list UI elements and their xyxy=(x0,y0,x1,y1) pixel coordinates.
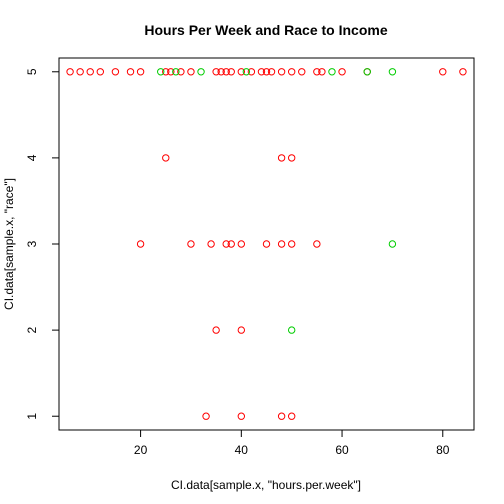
data-point-red xyxy=(111,68,120,76)
data-point-red xyxy=(222,68,230,76)
data-point-red xyxy=(262,240,271,248)
x-tick-label: 20 xyxy=(134,443,148,457)
data-point-red xyxy=(277,154,286,162)
plot-frame xyxy=(58,57,475,431)
data-point-red xyxy=(287,240,296,248)
y-tick-label: 5 xyxy=(25,68,39,75)
y-tick-label: 1 xyxy=(25,413,39,420)
data-point-red xyxy=(76,68,84,76)
data-point-red xyxy=(202,412,210,420)
data-point-green xyxy=(242,68,251,76)
data-point-red xyxy=(313,68,321,76)
data-point-red xyxy=(267,68,276,76)
data-point-green xyxy=(363,68,371,76)
data-point-red xyxy=(207,240,215,248)
data-point-green xyxy=(172,68,180,76)
data-point-red xyxy=(237,326,246,334)
data-point-red xyxy=(257,68,266,76)
data-point-red xyxy=(136,240,145,248)
data-point-red xyxy=(287,68,296,76)
data-point-red xyxy=(237,240,246,248)
data-point-red xyxy=(298,68,306,76)
data-point-red xyxy=(262,68,271,76)
data-point-red xyxy=(162,68,170,76)
data-point-red xyxy=(126,68,135,76)
data-point-red xyxy=(217,68,225,76)
data-point-red xyxy=(187,240,195,248)
data-point-red xyxy=(459,68,467,76)
data-point-red xyxy=(313,240,321,248)
data-point-green xyxy=(157,68,165,76)
y-tick-label: 3 xyxy=(25,240,39,247)
x-tick-label: 60 xyxy=(335,443,349,457)
data-point-red xyxy=(277,240,286,248)
data-point-green xyxy=(328,68,336,76)
data-point-red xyxy=(439,68,447,76)
data-point-green xyxy=(287,326,296,334)
data-point-red xyxy=(136,68,145,76)
data-point-red xyxy=(212,68,220,76)
data-point-red xyxy=(277,412,286,420)
data-point-red xyxy=(227,240,235,248)
data-point-red xyxy=(222,240,230,248)
data-point-red xyxy=(227,68,235,76)
y-axis-label: CI.data[sample.x, "race"] xyxy=(2,178,16,310)
data-point-red xyxy=(247,68,256,76)
data-point-red xyxy=(277,68,286,76)
x-axis-label: CI.data[sample.x, "hours.per.week"] xyxy=(171,478,361,492)
y-tick-label: 4 xyxy=(25,154,39,161)
data-point-red xyxy=(237,68,246,76)
y-tick-label: 2 xyxy=(25,326,39,333)
data-point-red xyxy=(162,154,170,162)
data-point-red xyxy=(287,412,296,420)
x-tick-label: 80 xyxy=(436,443,450,457)
data-point-red xyxy=(338,68,346,76)
data-point-red xyxy=(237,412,246,420)
data-point-red xyxy=(287,154,296,162)
data-points xyxy=(66,68,467,420)
y-axis: 1 2 3 4 5 xyxy=(25,68,60,420)
data-point-red xyxy=(212,326,220,334)
data-point-green xyxy=(197,68,205,76)
data-point-green xyxy=(388,240,397,248)
data-point-red xyxy=(66,68,74,76)
chart-title: Hours Per Week and Race to Income xyxy=(144,22,387,38)
data-point-red xyxy=(86,68,94,76)
data-point-red xyxy=(187,68,195,76)
data-point-red xyxy=(96,68,104,76)
data-point-red xyxy=(318,68,326,76)
data-point-red xyxy=(167,68,175,76)
x-tick-label: 40 xyxy=(235,443,249,457)
data-point-red xyxy=(177,68,185,76)
data-point-green xyxy=(388,68,397,76)
x-axis: 20 40 60 80 xyxy=(134,429,450,457)
